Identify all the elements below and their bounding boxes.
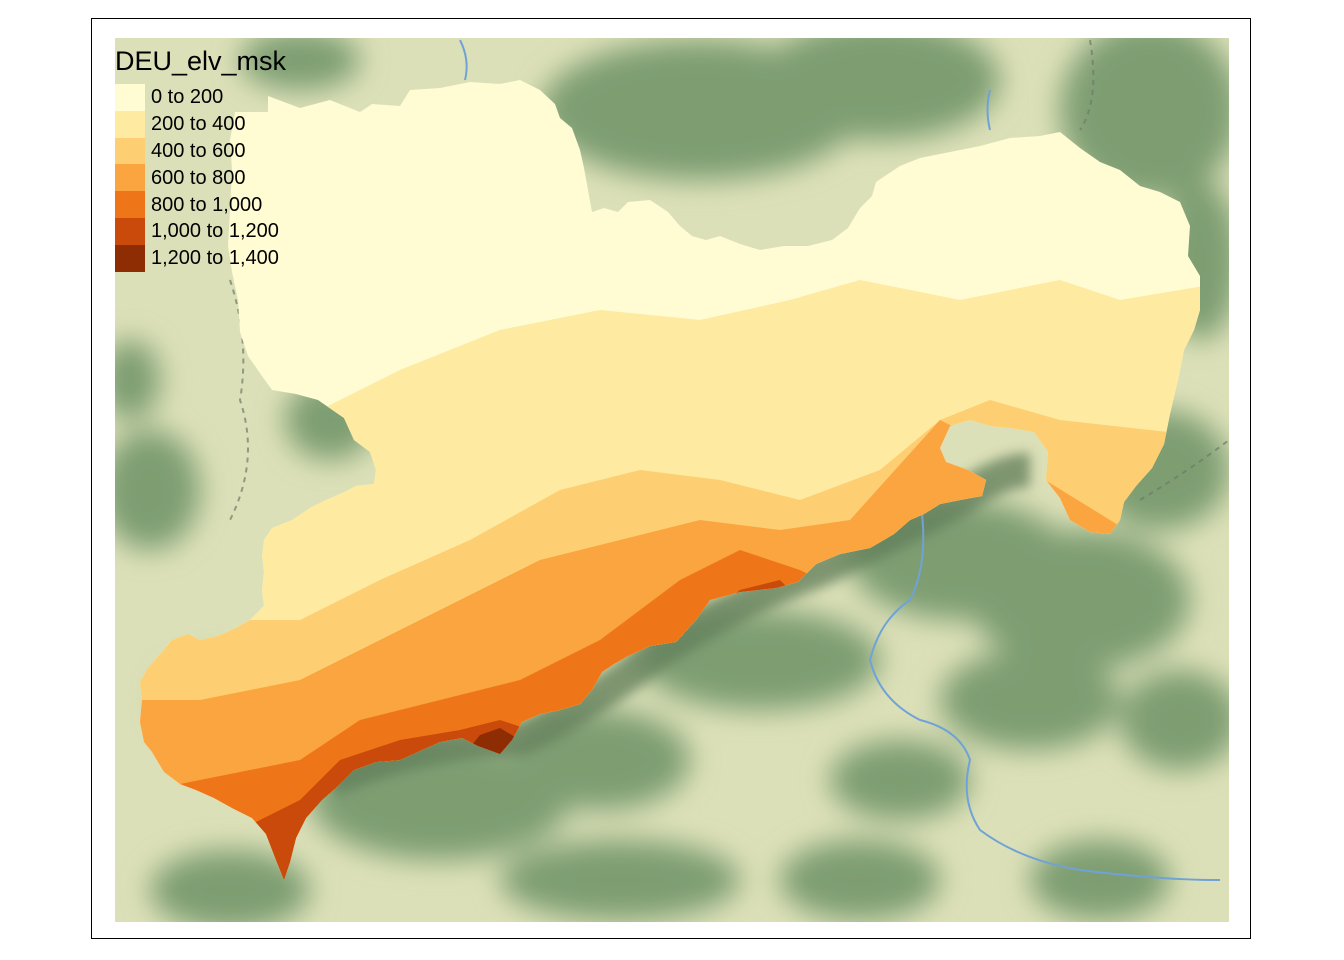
legend-item: 600 to 800	[115, 164, 286, 192]
legend-item: 1,000 to 1,200	[115, 217, 286, 245]
legend-swatch	[115, 244, 145, 272]
legend-swatch	[115, 217, 145, 245]
legend-item: 400 to 600	[115, 137, 286, 165]
legend-items: 0 to 200 200 to 400 400 to 600 600 to 80…	[115, 84, 286, 272]
legend-title: DEU_elv_msk	[115, 46, 287, 76]
legend-swatch	[115, 84, 145, 111]
legend-swatch	[115, 110, 145, 138]
legend-label: 200 to 400	[151, 113, 246, 136]
legend-item: 200 to 400	[115, 110, 286, 138]
legend-label: 1,200 to 1,400	[151, 247, 279, 270]
basemap-borders	[229, 39, 1229, 521]
legend-label: 1,000 to 1,200	[151, 220, 279, 243]
legend-label: 800 to 1,000	[151, 193, 263, 216]
legend-label: 400 to 600	[151, 139, 246, 162]
legend: DEU_elv_msk 0 to 200 200 to 400 400 to 6…	[115, 44, 286, 272]
legend-item: 800 to 1,000	[115, 191, 286, 218]
basemap-rivers	[459, 39, 1221, 881]
legend-item: 1,200 to 1,400	[115, 244, 286, 272]
legend-swatch	[115, 164, 145, 192]
legend-swatch	[115, 191, 145, 218]
legend-swatch	[115, 137, 145, 165]
legend-label: 600 to 800	[151, 166, 246, 189]
legend-label: 0 to 200	[151, 86, 224, 109]
legend-item: 0 to 200	[115, 84, 286, 111]
